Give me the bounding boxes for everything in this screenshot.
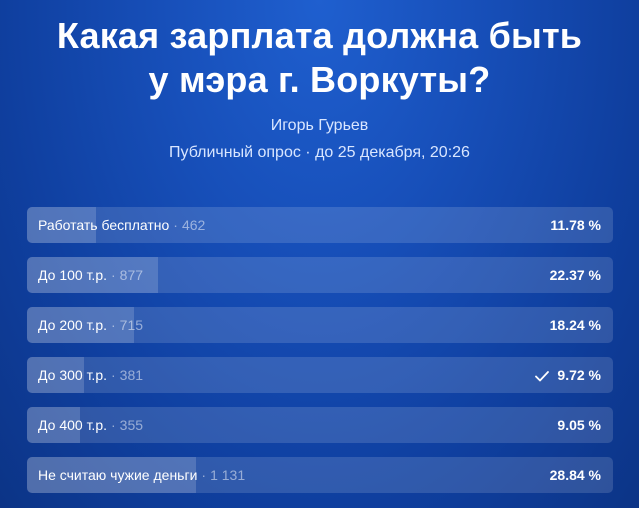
option-text: До 300 т.р.: [38, 367, 107, 383]
option-fill: [27, 207, 97, 243]
option-label: Не считаю чужие деньги · 1 131: [38, 457, 245, 493]
option-percent-value: 28.84 %: [549, 467, 601, 483]
option-text: Работать бесплатно: [38, 217, 170, 233]
option-percent-value: 22.37 %: [549, 267, 601, 283]
option-text: До 200 т.р.: [38, 317, 107, 333]
option-fill: [27, 457, 196, 493]
option-percent-value: 9.05 %: [557, 417, 601, 433]
option-percent: 18.24 %: [550, 307, 601, 343]
option-count: 381: [119, 367, 144, 383]
poll-title: Какая зарплата должна быть у мэра г. Вор…: [20, 14, 619, 102]
poll-option[interactable]: До 400 т.р. · 355 9.05 %: [27, 407, 613, 443]
poll-author[interactable]: Игорь Гурьев: [270, 117, 369, 134]
option-count: 877: [119, 267, 144, 283]
option-fill: [27, 357, 84, 393]
poll-option[interactable]: Не считаю чужие деньги · 1 131 28.84 %: [27, 457, 613, 493]
poll-option[interactable]: Работать бесплатно · 462 11.78 %: [27, 207, 613, 243]
option-text: До 400 т.р.: [38, 417, 107, 433]
option-separator: ·: [173, 217, 178, 233]
option-separator: ·: [201, 467, 207, 483]
option-percent-value: 18.24 %: [549, 317, 601, 333]
option-count: 715: [119, 317, 144, 333]
option-percent-value: 9.72 %: [557, 367, 601, 383]
poll-option-selected[interactable]: До 300 т.р. · 381 9.72 %: [27, 357, 613, 393]
option-separator: ·: [111, 417, 116, 433]
option-percent: 22.37 %: [550, 257, 601, 293]
option-count: 462: [181, 217, 206, 233]
option-label: До 200 т.р. · 715: [38, 307, 143, 343]
option-text: До 100 т.р.: [38, 267, 107, 283]
option-separator: ·: [111, 267, 116, 283]
option-fill: [27, 307, 134, 343]
option-percent-value: 11.78 %: [550, 217, 601, 233]
option-percent: 9.05 %: [557, 407, 601, 443]
option-text: Не считаю чужие деньги: [38, 467, 198, 483]
poll-option[interactable]: До 100 т.р. · 877 22.37 %: [27, 257, 613, 293]
option-count: 355: [119, 417, 144, 433]
option-label: До 400 т.р. · 355: [38, 407, 143, 443]
option-label: Работать бесплатно · 462: [38, 207, 205, 243]
option-fill: [27, 407, 81, 443]
poll-title-line-2: у мэра г. Воркуты?: [148, 59, 491, 100]
poll-title-line-1: Какая зарплата должна быть: [56, 15, 583, 56]
option-count: 1 131: [210, 467, 246, 483]
option-separator: ·: [111, 367, 116, 383]
option-label: До 100 т.р. · 877: [38, 257, 143, 293]
option-fill: [27, 257, 159, 293]
option-percent: 28.84 %: [550, 457, 601, 493]
option-separator: ·: [111, 317, 116, 333]
poll-meta: Публичный опрос · до 25 декабря, 20:26: [169, 144, 470, 161]
poll-options: Работать бесплатно · 462 11.78 % До 100 т.…: [27, 207, 613, 507]
check-icon: [535, 370, 550, 382]
option-percent: 9.72 %: [535, 357, 601, 393]
poll-option[interactable]: До 200 т.р. · 715 18.24 %: [27, 307, 613, 343]
option-label: До 300 т.р. · 381: [38, 357, 143, 393]
option-percent: 11.78 %: [550, 207, 601, 243]
